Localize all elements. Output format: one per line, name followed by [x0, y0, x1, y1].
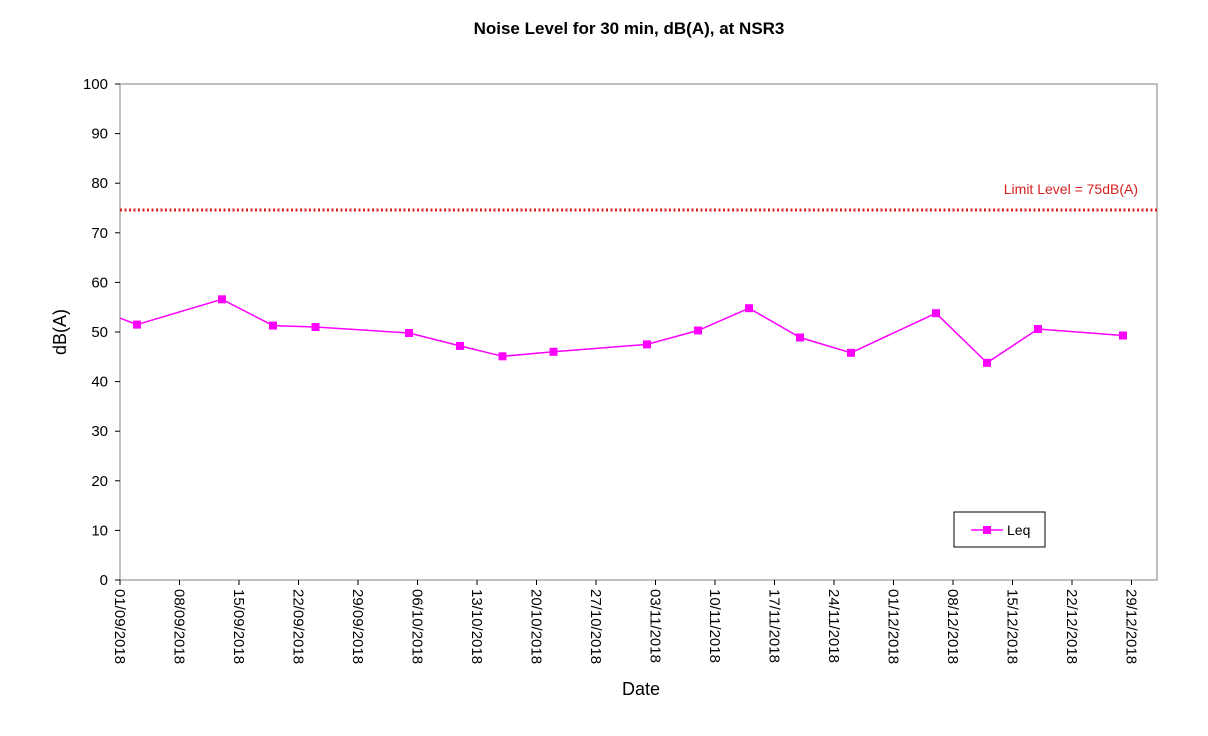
x-tick-label: 29/09/2018: [349, 589, 366, 664]
y-tick-label: 10: [91, 522, 108, 539]
data-point: [1119, 331, 1127, 340]
x-tick-label: 17/11/2018: [766, 589, 783, 663]
x-tick-label: 29/12/2018: [1123, 589, 1140, 664]
x-tick-label: 22/09/2018: [290, 589, 307, 664]
data-point: [133, 320, 141, 329]
x-tick-label: 20/10/2018: [528, 589, 545, 664]
y-tick-label: 20: [91, 473, 108, 490]
data-point: [983, 358, 991, 367]
x-tick-label: 15/09/2018: [230, 589, 247, 664]
data-point: [218, 295, 226, 304]
series-leq: [119, 295, 1127, 367]
y-axis: 0 10 20 30 40 50 60 70 80 90 100: [83, 76, 120, 589]
x-tick-label: 03/11/2018: [647, 589, 664, 663]
data-point: [405, 329, 413, 337]
y-tick-label: 0: [100, 572, 108, 589]
x-tick-label: 22/12/2018: [1063, 589, 1080, 664]
legend-marker-leq: [983, 526, 991, 534]
data-point: [269, 321, 277, 330]
series-line-leq: [119, 298, 1124, 364]
data-point: [694, 326, 702, 335]
x-tick-label: 15/12/2018: [1004, 589, 1021, 664]
chart-title: Noise Level for 30 min, dB(A), at NSR3: [474, 19, 785, 38]
data-point: [1034, 325, 1042, 333]
x-tick-label: 01/12/2018: [885, 589, 902, 664]
y-tick-label: 70: [91, 225, 108, 242]
legend: Leq: [953, 511, 1046, 548]
data-point: [745, 304, 753, 313]
data-point: [549, 347, 558, 356]
data-point: [456, 341, 464, 350]
y-tick-label: 40: [91, 374, 108, 391]
y-tick-label: 60: [91, 274, 108, 291]
data-point: [932, 309, 940, 318]
x-tick-label: 27/10/2018: [587, 589, 604, 664]
y-tick-label: 100: [83, 76, 108, 93]
y-tick-label: 80: [91, 175, 108, 192]
x-axis: 01/09/2018 08/09/2018 15/09/2018 22/09/2018…: [111, 580, 1140, 664]
legend-label-leq: Leq: [1007, 522, 1030, 538]
x-tick-label: 08/09/2018: [171, 589, 188, 664]
x-tick-label: 10/11/2018: [706, 589, 723, 663]
y-axis-label: dB(A): [50, 309, 70, 355]
y-tick-label: 90: [91, 126, 108, 143]
data-point: [847, 348, 855, 357]
limit-level-label: Limit Level = 75dB(A): [1004, 181, 1138, 197]
x-tick-label: 13/10/2018: [468, 589, 485, 664]
data-point: [311, 323, 320, 331]
x-tick-label: 24/11/2018: [825, 589, 842, 663]
y-tick-label: 50: [91, 324, 108, 341]
x-axis-label: Date: [622, 679, 660, 699]
x-tick-label: 01/09/2018: [111, 589, 128, 664]
data-point: [498, 352, 507, 361]
y-tick-label: 30: [91, 423, 108, 440]
data-point: [796, 333, 804, 342]
plot-area: [119, 83, 1158, 581]
x-tick-label: 06/10/2018: [409, 589, 426, 664]
x-tick-label: 08/12/2018: [944, 589, 961, 664]
data-point: [643, 340, 651, 349]
